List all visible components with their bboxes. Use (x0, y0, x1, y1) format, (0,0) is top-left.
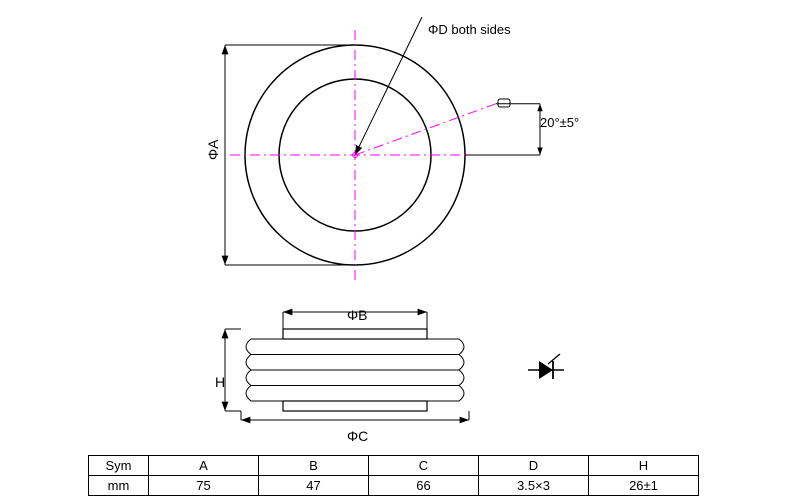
table-cell: 26±1 (589, 476, 699, 496)
dim-a-label: ΦA (205, 139, 221, 160)
dim-c-label: ΦC (347, 428, 368, 444)
table-cell: D (479, 456, 589, 476)
table-cell: 3.5×3 (479, 476, 589, 496)
table-cell: 75 (149, 476, 259, 496)
table-row: mm 75 47 66 3.5×3 26±1 (89, 476, 699, 496)
table-cell: H (589, 456, 699, 476)
table-cell: 66 (369, 476, 479, 496)
angle-label: 20°±5° (540, 115, 579, 130)
table-cell: Sym (89, 456, 149, 476)
table-cell: 47 (259, 476, 369, 496)
table-cell: B (259, 456, 369, 476)
table-cell: mm (89, 476, 149, 496)
dimension-table: Sym A B C D H mm 75 47 66 3.5×3 26±1 (88, 455, 699, 496)
table-row: Sym A B C D H (89, 456, 699, 476)
dim-b-label: ΦB (347, 307, 368, 323)
leader-d-label: ΦD both sides (428, 22, 511, 37)
table-cell: C (369, 456, 479, 476)
dim-h-label: H (215, 374, 225, 390)
table-cell: A (149, 456, 259, 476)
